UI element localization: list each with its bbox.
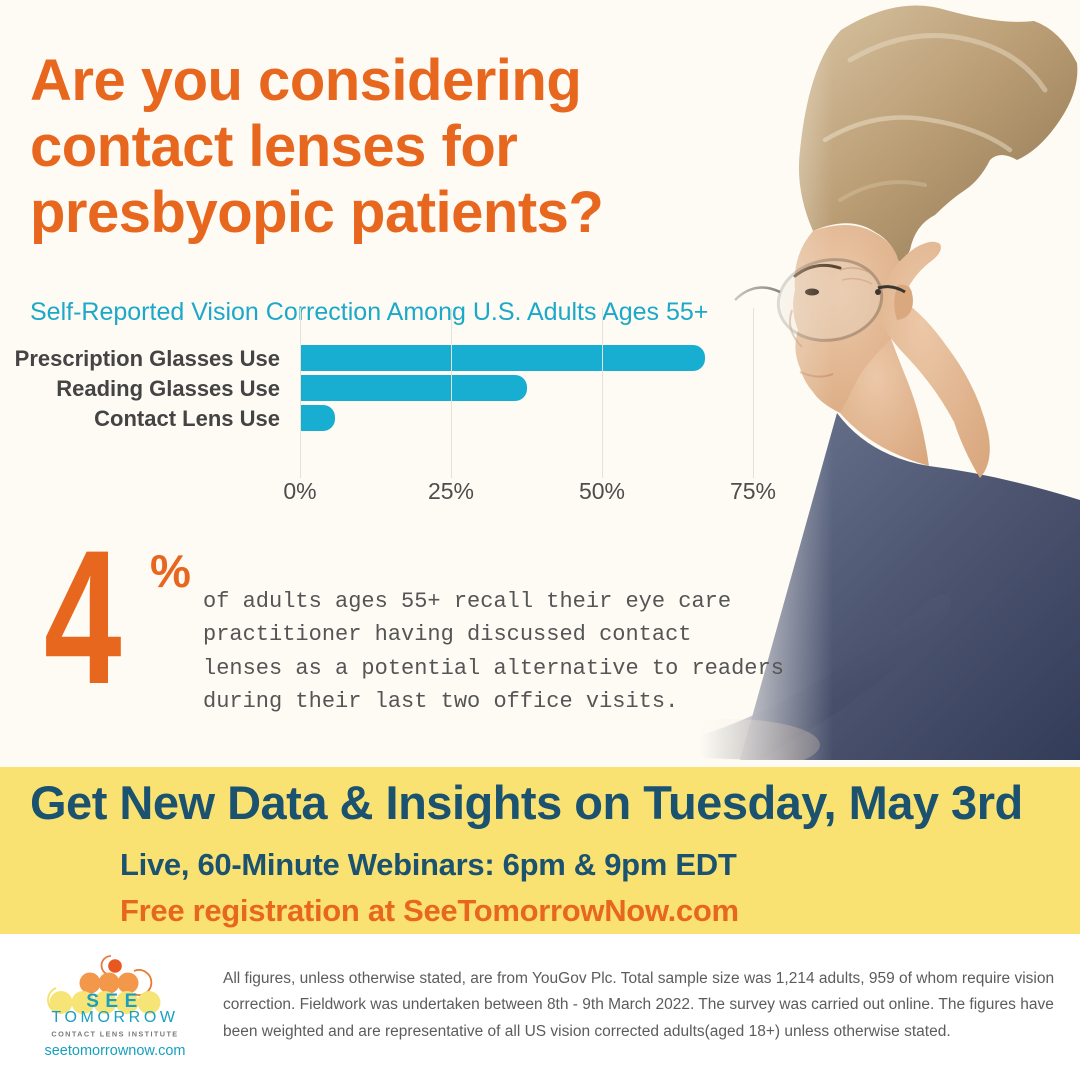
svg-text:seetomorrownow.com: seetomorrownow.com bbox=[44, 1043, 185, 1059]
svg-text:TOMORROW: TOMORROW bbox=[51, 1009, 178, 1026]
svg-text:CONTACT LENS INSTITUTE: CONTACT LENS INSTITUTE bbox=[51, 1030, 178, 1039]
